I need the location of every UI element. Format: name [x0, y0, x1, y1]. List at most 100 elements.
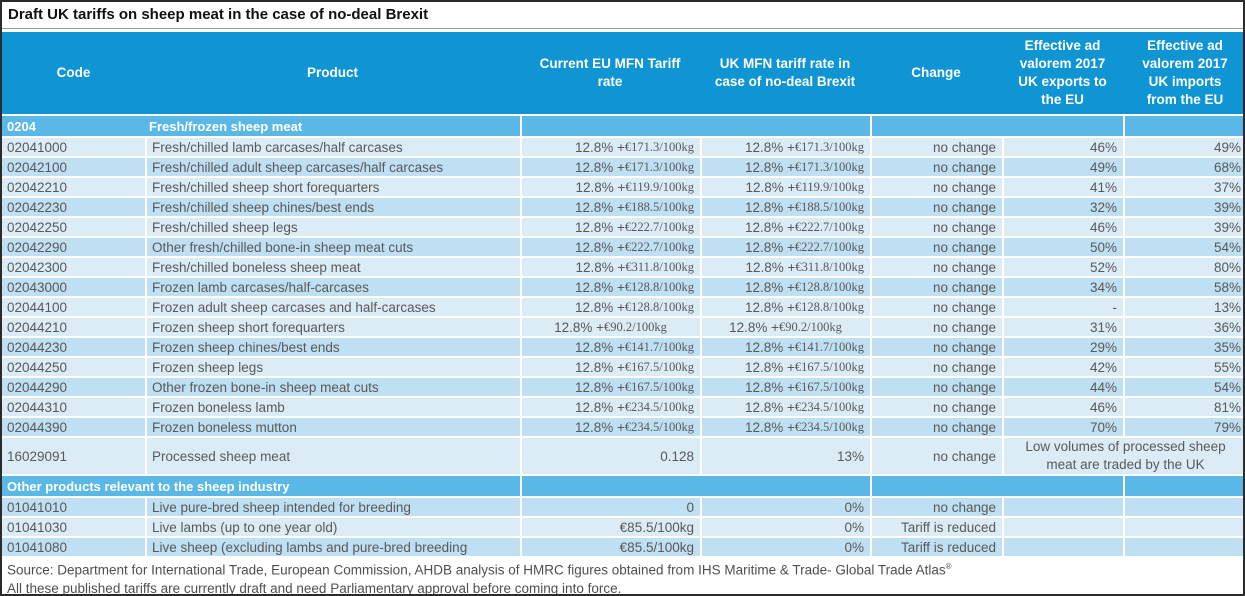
uk-rate-amount: €311.8/100kg: [795, 259, 864, 274]
eu-rate-amount: €311.8/100kg: [625, 259, 694, 274]
eu-rate-main: €85.5/100kg: [619, 519, 694, 535]
eu-rate-amount: €188.5/100kg: [624, 199, 694, 214]
column-header-6: Effective ad valorem 2017 UK exports to …: [1018, 38, 1107, 107]
table-row: 02044310 Frozen boneless lamb 12.8% + €234…: [2, 396, 1243, 416]
change-cell: Tariff is reduced: [870, 518, 1002, 536]
table-header-row: Code Product Current EU MFN Tariff rate UK …: [2, 32, 1243, 114]
eu-rate-main: 12.8% +: [574, 419, 625, 435]
eu-rate-main: 12.8% +: [574, 219, 625, 235]
uk-rate-main: 12.8% +: [744, 339, 795, 355]
product-cell: Other frozen bone-in sheep meat cuts: [145, 378, 520, 396]
import-cell: 55%: [1123, 358, 1243, 376]
export-cell: 31%: [1002, 318, 1123, 336]
eu-rate-cell: 12.8% + €311.8/100kg: [520, 258, 700, 276]
eu-rate-main: 0: [686, 499, 694, 515]
table-row: 02044390 Frozen boneless mutton 12.8% + €2…: [2, 416, 1243, 436]
export-cell: [1002, 498, 1123, 516]
eu-rate-cell: 12.8% + €222.7/100kg: [520, 238, 700, 256]
uk-rate-main: 12.8% +: [744, 379, 795, 395]
change-cell: no change: [870, 138, 1002, 156]
eu-rate-cell: 12.8% + €171.3/100kg: [520, 138, 700, 156]
uk-rate-amount: €171.3/100kg: [794, 139, 864, 154]
uk-rate-main: 12.8% +: [744, 399, 795, 415]
column-header-7: Effective ad valorem 2017 UK imports fro…: [1142, 38, 1228, 107]
page-title: Draft UK tariffs on sheep meat in the ca…: [2, 2, 1243, 29]
export-cell: 32%: [1002, 198, 1123, 216]
eu-rate-amount: €234.5/100kg: [624, 399, 694, 414]
eu-rate-cell: €85.5/100kg: [520, 538, 700, 556]
uk-rate-main: 12.8% +: [744, 239, 795, 255]
import-cell: 39%: [1123, 218, 1243, 236]
import-cell: 49%: [1123, 138, 1243, 156]
uk-rate-main: 12.8% +: [744, 419, 795, 435]
export-cell: 29%: [1002, 338, 1123, 356]
source-note: Source: Department for International Tra…: [7, 558, 1238, 580]
uk-rate-main: 12.8% +: [744, 219, 795, 235]
eu-rate-main: 12.8% +: [574, 279, 625, 295]
eu-rate-cell: 12.8% + €234.5/100kg: [520, 418, 700, 436]
eu-rate-main: 12.8% +: [574, 139, 625, 155]
export-cell: 50%: [1002, 238, 1123, 256]
table-row: 02044250 Frozen sheep legs 12.8% + €167.5/…: [2, 356, 1243, 376]
uk-rate-main: 0%: [844, 499, 864, 515]
export-cell: [1002, 518, 1123, 536]
table-row: 02041000 Fresh/chilled lamb carcases/half…: [2, 136, 1243, 156]
eu-rate-main: 12.8% +: [574, 339, 625, 355]
import-cell: 37%: [1123, 178, 1243, 196]
code-cell: 01041010: [7, 499, 68, 515]
section-spacer: [1123, 476, 1243, 496]
change-cell: no change: [870, 258, 1002, 276]
uk-rate-cell: 12.8% + €90.2/100kg: [700, 318, 870, 336]
uk-rate-cell: 12.8% + €167.5/100kg: [700, 378, 870, 396]
uk-rate-cell: 12.8% + €128.8/100kg: [700, 278, 870, 296]
eu-rate-amount: €128.8/100kg: [624, 299, 694, 314]
product-cell: Fresh/chilled boneless sheep meat: [145, 258, 520, 276]
uk-rate-cell: 0%: [700, 518, 870, 536]
product-cell: Fresh/chilled adult sheep carcases/half …: [145, 158, 520, 176]
eu-rate-cell: 12.8% + €167.5/100kg: [520, 378, 700, 396]
product-cell: Fresh/chilled sheep legs: [145, 218, 520, 236]
export-cell: 42%: [1002, 358, 1123, 376]
code-cell: 02044390: [7, 419, 68, 435]
uk-rate-cell: 12.8% + €311.8/100kg: [700, 258, 870, 276]
section-label: Other products relevant to the sheep ind…: [7, 478, 290, 494]
import-cell: 13%: [1123, 298, 1243, 316]
product-cell: Frozen lamb carcases/half-carcases: [145, 278, 520, 296]
eu-rate-cell: 12.8% + €188.5/100kg: [520, 198, 700, 216]
code-cell: 16029091: [7, 448, 68, 464]
uk-rate-cell: 12.8% + €222.7/100kg: [700, 218, 870, 236]
change-cell: no change: [870, 418, 1002, 436]
change-cell: no change: [870, 318, 1002, 336]
import-cell: [1123, 518, 1243, 536]
eu-rate-cell: 12.8% + €128.8/100kg: [520, 298, 700, 316]
code-cell: 02041000: [7, 139, 68, 155]
uk-rate-cell: 12.8% + €188.5/100kg: [700, 198, 870, 216]
product-cell: Frozen sheep legs: [145, 358, 520, 376]
export-cell: 34%: [1002, 278, 1123, 296]
eu-rate-amount: €90.2/100kg: [604, 319, 667, 334]
uk-rate-main: 13%: [836, 448, 864, 464]
change-cell: Tariff is reduced: [870, 538, 1002, 556]
export-cell: 44%: [1002, 378, 1123, 396]
import-cell: 39%: [1123, 198, 1243, 216]
eu-rate-amount: €171.3/100kg: [624, 159, 694, 174]
uk-rate-main: 12.8% +: [729, 319, 780, 335]
section-row: 0204 Fresh/frozen sheep meat: [2, 114, 1243, 136]
divider: [2, 29, 1243, 32]
table-row: 02042210 Fresh/chilled sheep short forequ…: [2, 176, 1243, 196]
uk-rate-main: 12.8% +: [744, 139, 795, 155]
code-cell: 02044230: [7, 339, 68, 355]
change-cell: no change: [870, 158, 1002, 176]
eu-rate-amount: €128.8/100kg: [624, 279, 694, 294]
code-cell: 02042210: [7, 179, 68, 195]
uk-rate-cell: 12.8% + €167.5/100kg: [700, 358, 870, 376]
eu-rate-cell: €85.5/100kg: [520, 518, 700, 536]
eu-rate-main: 0.128: [660, 448, 694, 464]
export-cell: [1002, 538, 1123, 556]
section-row: Other products relevant to the sheep ind…: [2, 474, 1243, 496]
export-cell: 52%: [1002, 258, 1123, 276]
uk-rate-cell: 12.8% + €171.3/100kg: [700, 158, 870, 176]
disclaimer-note: All these published tariffs are currentl…: [7, 580, 622, 596]
eu-rate-main: 12.8% +: [574, 199, 625, 215]
code-cell: 02044210: [7, 319, 68, 335]
